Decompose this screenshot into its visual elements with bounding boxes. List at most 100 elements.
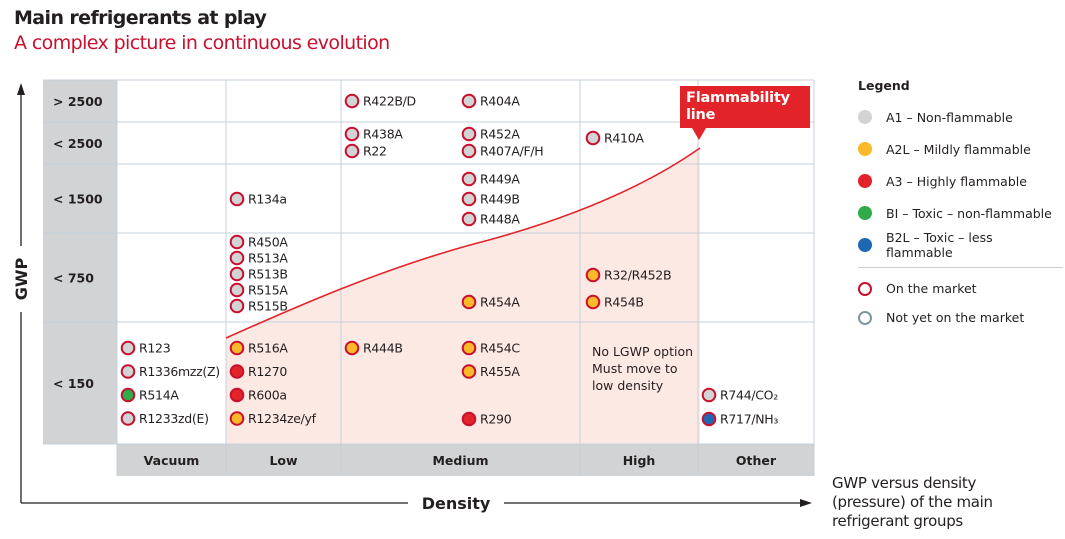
caption-line: GWP versus density: [832, 474, 977, 492]
refrigerant-dot: [461, 294, 477, 310]
refrigerant-marker: R450A: [229, 234, 289, 250]
refrigerant-dot: [120, 411, 136, 426]
refrigerant-marker: R513B: [229, 267, 288, 282]
refrigerant-label: R438A: [363, 127, 403, 142]
x-axis-label: Density: [422, 494, 491, 513]
x-axis-arrow-icon: [800, 499, 812, 507]
refrigerant-label: R454B: [604, 295, 644, 310]
refrigerant-marker: R1233zd(E): [120, 411, 209, 426]
legend-swatch-icon: [858, 110, 872, 124]
x-axis-label-gap: [408, 494, 504, 512]
legend-ring-icon: [858, 281, 872, 296]
legend-item: On the market: [858, 274, 1063, 303]
legend: Legend A1 – Non-flammable A2L – Mildly fl…: [858, 78, 1063, 332]
refrigerant-marker: R1336mzz(Z): [120, 364, 220, 379]
legend-label: A3 – Highly flammable: [886, 173, 1027, 189]
refrigerant-marker: R134a: [229, 191, 287, 207]
refrigerant-dot: [120, 387, 136, 403]
refrigerant-dot: [229, 234, 245, 250]
chart-caption: GWP versus density (pressure) of the mai…: [832, 474, 1052, 531]
refrigerant-label: R513B: [248, 267, 288, 282]
refrigerant-dot: [585, 294, 601, 310]
refrigerant-dot: [229, 191, 245, 207]
legend-swatch-icon: [858, 174, 872, 188]
refrigerant-label: R134a: [248, 192, 287, 207]
note-line: No LGWP option: [592, 344, 694, 359]
refrigerant-dot: [120, 364, 136, 379]
legend-item: B2L – Toxic – less flammable: [858, 229, 1063, 261]
refrigerant-dot: [461, 211, 477, 227]
legend-title: Legend: [858, 78, 910, 93]
refrigerant-label: R516A: [248, 341, 288, 356]
legend-swatch-icon: [858, 206, 872, 220]
refrigerant-dot: [344, 143, 360, 159]
refrigerant-marker: R404A: [461, 94, 521, 109]
refrigerant-dot: [585, 130, 601, 146]
gwp-tick-label: > 2500: [53, 94, 103, 109]
chart-title: Main refrigerants at play: [14, 7, 267, 29]
refrigerant-dot: [461, 126, 477, 142]
refrigerant-label: R513A: [248, 251, 288, 266]
refrigerant-label: R514A: [139, 388, 179, 403]
legend-item: A2L – Mildly flammable: [858, 133, 1063, 165]
refrigerant-marker: R717/NH₃: [701, 412, 779, 427]
refrigerant-label: R717/NH₃: [720, 412, 778, 427]
note-line: low density: [592, 378, 664, 393]
refrigerant-marker: R449A: [461, 172, 521, 187]
refrigerant-label: R600a: [248, 388, 287, 403]
note-line: Must move to: [592, 361, 678, 376]
refrigerant-dot: [461, 191, 477, 207]
refrigerant-marker: R516A: [229, 341, 289, 356]
refrigerant-marker: R123: [120, 341, 171, 356]
legend-item: A1 – Non-flammable: [858, 101, 1063, 133]
refrigerant-label: R515A: [248, 283, 288, 298]
density-tick-label: Vacuum: [144, 453, 200, 468]
refrigerant-label: R454C: [480, 341, 520, 356]
refrigerant-label: R422B/D: [363, 94, 416, 109]
refrigerant-marker: R1270: [229, 364, 288, 379]
refrigerant-marker: R410A: [585, 130, 645, 146]
refrigerant-label: R449A: [480, 172, 520, 187]
refrigerant-marker: R454B: [585, 294, 644, 310]
refrigerant-dot: [229, 411, 245, 426]
refrigerant-marker: R290: [461, 411, 512, 427]
refrigerant-label: R404A: [480, 94, 520, 109]
y-axis-arrow-icon: [17, 83, 25, 95]
y-axis-label: GWP: [12, 257, 31, 300]
legend-label: On the market: [886, 281, 977, 296]
refrigerant-label: R290: [480, 412, 512, 427]
legend-label: Not yet on the market: [886, 310, 1025, 325]
legend-label: A2L – Mildly flammable: [886, 141, 1031, 157]
refrigerant-label: R22: [363, 144, 387, 159]
legend-label: BI – Toxic – non-flammable: [886, 205, 1052, 221]
refrigerant-label: R454A: [480, 295, 520, 310]
legend-swatch-icon: [858, 142, 872, 156]
refrigerant-dot: [461, 411, 477, 427]
refrigerant-dot: [229, 298, 245, 314]
caption-line: refrigerant groups: [832, 512, 963, 530]
refrigerant-dot: [344, 126, 360, 142]
refrigerant-marker: R422B/D: [344, 94, 416, 109]
refrigerant-label: R455A: [480, 364, 520, 379]
density-tick-label: Other: [736, 453, 777, 468]
flammable-zone: [226, 148, 700, 444]
flammability-line-label: Flammability line: [680, 86, 810, 128]
legend-swatch-icon: [858, 238, 872, 252]
refrigerant-marker: R515B: [229, 298, 288, 314]
refrigerant-label: R1234ze/yf: [248, 411, 317, 426]
refrigerant-label: R32/R452B: [604, 268, 671, 283]
legend-label: B2L – Toxic – less flammable: [886, 230, 993, 260]
refrigerant-label: R1233zd(E): [139, 411, 209, 426]
refrigerant-dot: [701, 387, 717, 403]
gwp-label-column: [43, 80, 117, 444]
refrigerant-dot: [344, 340, 360, 356]
refrigerant-label: R449B: [480, 192, 520, 207]
refrigerant-marker: R454C: [461, 341, 521, 356]
refrigerant-marker: R32/R452B: [585, 267, 672, 283]
refrigerant-dot: [585, 267, 601, 283]
refrigerant-marker: R444B: [344, 340, 403, 356]
gwp-tick-label: < 750: [53, 271, 94, 286]
caption-line: (pressure) of the main: [832, 493, 993, 511]
refrigerant-label: R452A: [480, 127, 520, 142]
refrigerant-label: R1336mzz(Z): [139, 364, 220, 379]
